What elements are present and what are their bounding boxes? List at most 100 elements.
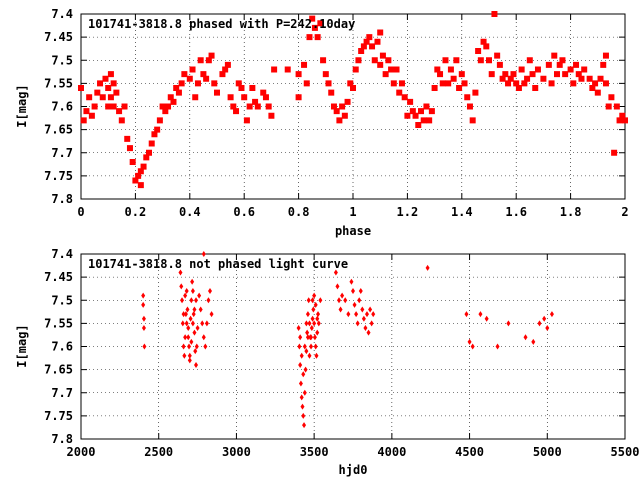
data-point — [312, 320, 317, 327]
data-point — [197, 292, 202, 299]
data-point — [252, 98, 259, 105]
x-tick-label: 2000 — [67, 445, 96, 459]
data-point — [198, 306, 203, 313]
y-tick-label: 7.75 — [44, 169, 73, 183]
data-point — [495, 343, 500, 350]
data-point — [333, 108, 340, 115]
data-point — [143, 154, 150, 161]
data-point — [97, 80, 104, 87]
data-point — [298, 334, 303, 341]
y-tick-label: 7.7 — [51, 146, 73, 160]
data-point — [306, 297, 311, 304]
data-point — [200, 71, 207, 78]
data-point — [192, 94, 199, 101]
data-point — [205, 57, 212, 64]
y-tick-label: 7.8 — [51, 192, 73, 206]
data-point — [562, 71, 569, 78]
data-point — [526, 57, 533, 64]
data-point — [390, 80, 397, 87]
data-point — [151, 131, 158, 138]
data-point — [371, 311, 376, 318]
data-point — [208, 52, 215, 59]
data-point — [360, 43, 367, 50]
data-point — [194, 80, 201, 87]
data-point — [271, 66, 278, 73]
data-point — [295, 71, 302, 78]
data-point — [206, 297, 211, 304]
data-point — [137, 168, 144, 175]
data-point — [249, 85, 256, 91]
data-point — [156, 117, 163, 124]
data-point — [344, 98, 351, 105]
data-point — [211, 80, 218, 87]
data-point — [434, 66, 441, 73]
data-point — [431, 85, 438, 91]
tick-marks — [80, 13, 626, 200]
plot-title: 101741-3818.8 not phased light curve — [88, 257, 348, 271]
data-point — [146, 149, 152, 156]
y-tick-label: 7.65 — [44, 363, 73, 377]
data-point — [355, 57, 362, 64]
data-point — [573, 61, 580, 68]
data-point — [352, 301, 357, 308]
data-point — [477, 57, 484, 64]
x-tick-label: 1.2 — [397, 205, 419, 219]
data-point — [613, 103, 620, 110]
data-point — [107, 94, 114, 101]
data-point — [352, 66, 359, 73]
data-point — [333, 269, 338, 276]
data-point — [605, 103, 612, 110]
x-tick-labels: 0 0.2 0.4 0.6 0.8 1 1.2 1.4 1.6 1.8 2 — [77, 205, 628, 219]
data-point — [349, 278, 354, 285]
data-point — [178, 80, 185, 87]
data-point — [385, 57, 392, 64]
x-tick-label: 0 — [77, 205, 84, 219]
data-point — [193, 348, 198, 355]
y-tick-label: 7.5 — [51, 293, 73, 307]
data-point — [135, 172, 142, 179]
data-point — [545, 61, 552, 68]
data-point — [350, 85, 356, 91]
data-point — [306, 34, 313, 41]
data-point — [203, 75, 210, 82]
data-point — [608, 94, 615, 101]
data-point — [183, 334, 188, 341]
data-point — [559, 57, 566, 64]
data-point — [78, 85, 84, 91]
data-point — [310, 297, 315, 304]
data-point — [453, 57, 460, 64]
data-point — [200, 320, 205, 327]
data-point — [311, 306, 316, 313]
data-point — [396, 89, 403, 96]
data-point — [423, 103, 430, 110]
data-point — [447, 66, 454, 73]
data-point — [315, 329, 320, 336]
data-point — [298, 380, 303, 387]
data-point — [190, 288, 195, 294]
data-point — [343, 297, 348, 304]
data-point — [377, 29, 384, 36]
data-point — [181, 311, 186, 318]
data-point — [545, 325, 550, 331]
data-point — [374, 38, 381, 45]
data-point — [170, 98, 177, 105]
data-point — [346, 311, 351, 318]
data-point — [507, 75, 514, 82]
data-point — [602, 80, 609, 87]
data-point — [83, 108, 90, 115]
data-point — [309, 325, 314, 331]
data-point — [141, 301, 146, 308]
data-point — [521, 80, 528, 87]
y-tick-label: 7.65 — [44, 123, 73, 137]
data-point — [351, 288, 355, 294]
data-point — [480, 38, 487, 45]
data-point — [204, 320, 209, 327]
data-point — [518, 66, 525, 73]
data-point — [475, 48, 482, 54]
data-point — [175, 89, 182, 96]
data-point — [401, 94, 408, 101]
y-axis-label: I[mag] — [15, 324, 29, 367]
x-tick-label: 3500 — [300, 445, 329, 459]
x-tick-label: 0.8 — [288, 205, 310, 219]
